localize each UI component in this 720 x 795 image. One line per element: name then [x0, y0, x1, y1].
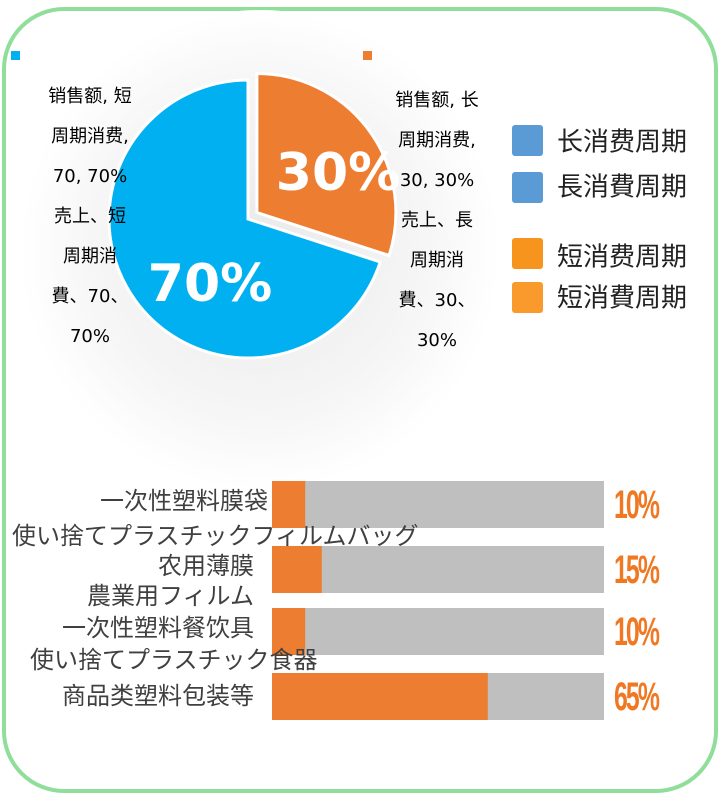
legend-label: 長消費周期 — [557, 173, 687, 203]
bar — [272, 481, 306, 528]
bar-track — [272, 481, 604, 528]
bar-value-label: 10% — [614, 610, 659, 654]
bar-track — [272, 608, 604, 655]
category-label: 一次性塑料餐饮具 — [62, 614, 254, 642]
legend-swatch — [512, 282, 543, 313]
data-label: 30, 30% — [400, 170, 474, 191]
bar — [272, 673, 488, 720]
data-label: 周期消费, — [51, 126, 129, 147]
data-label: 売上、長 — [401, 210, 473, 231]
data-label: 销售额, 短 — [48, 86, 131, 107]
legend-swatch — [512, 238, 543, 269]
slice-percent: 70% — [148, 254, 272, 314]
legend-swatch — [512, 125, 543, 156]
legend-swatch — [512, 172, 543, 203]
bar — [272, 546, 322, 593]
category-label-ja: 使い捨てプラスチックフィルムバッグ — [12, 522, 419, 550]
bar — [272, 608, 306, 655]
marker — [11, 51, 20, 60]
data-label: 70% — [70, 326, 110, 347]
data-label: 30% — [417, 330, 457, 351]
data-label: 費、30、 — [399, 290, 476, 311]
marker — [363, 51, 372, 60]
slice-percent: 30% — [276, 143, 400, 203]
legend-label: 短消費周期 — [557, 284, 687, 314]
data-label: 销售额, 长 — [395, 90, 478, 111]
data-label: 売上、短 — [54, 206, 126, 227]
data-label: 周期消 — [63, 246, 117, 267]
category-label-ja: 使い捨てプラスチック食器 — [30, 646, 318, 674]
bar-value-label: 15% — [614, 548, 659, 592]
category-label: 农用薄膜 — [158, 552, 254, 580]
legend-label: 长消费周期 — [557, 128, 687, 158]
data-label: 70, 70% — [53, 166, 127, 187]
category-label: 一次性塑料膜袋 — [100, 487, 268, 515]
category-label-ja: 農業用フィルム — [87, 582, 254, 610]
pie-slice — [107, 78, 383, 360]
legend-label: 短消费周期 — [557, 243, 687, 273]
bar-track — [272, 546, 604, 593]
data-label: 周期消费, — [398, 130, 476, 151]
data-label: 費、70、 — [52, 286, 129, 307]
bar-value-label: 65% — [614, 675, 659, 719]
data-label: 周期消 — [410, 250, 464, 271]
pie-slice — [255, 72, 398, 258]
category-label: 商品类塑料包装等 — [62, 682, 254, 710]
bar-value-label: 10% — [614, 483, 659, 527]
